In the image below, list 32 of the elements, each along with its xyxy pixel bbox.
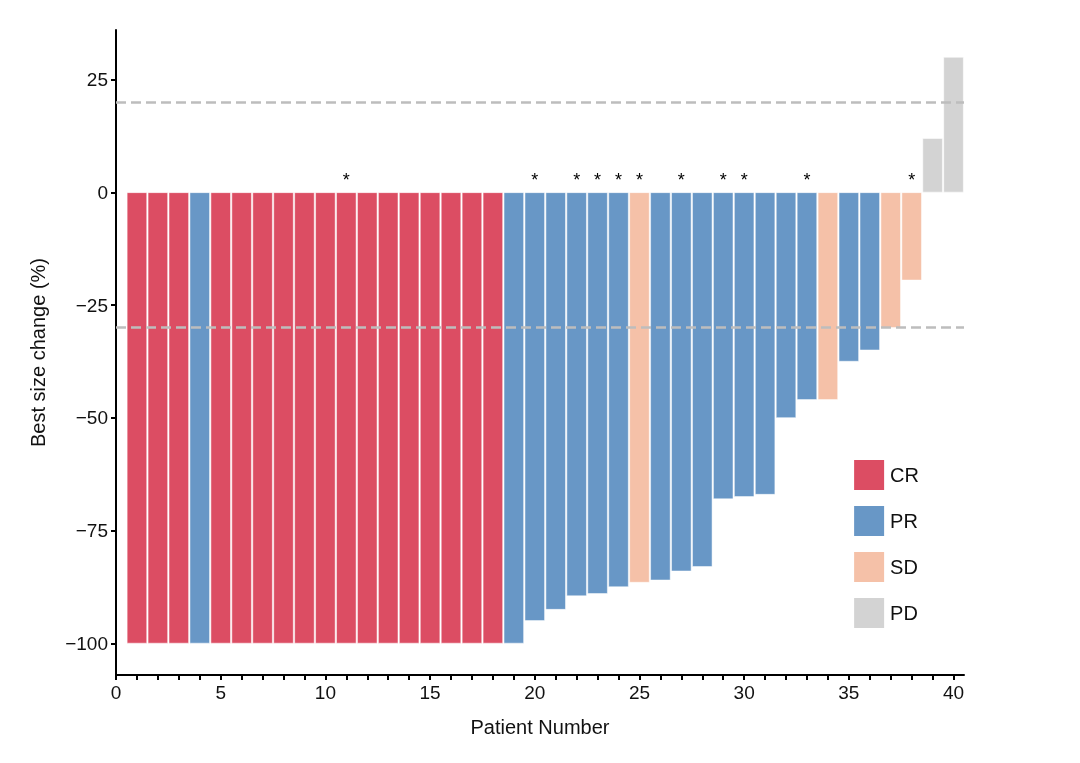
legend-label: CR bbox=[890, 464, 919, 486]
x-tick-label: 40 bbox=[942, 682, 965, 703]
x-tick-label: 0 bbox=[110, 682, 122, 703]
y-tick-label: −25 bbox=[75, 294, 108, 316]
annotation: * bbox=[594, 170, 602, 191]
annotation: * bbox=[719, 170, 727, 191]
legend-label: PD bbox=[890, 602, 918, 624]
annotation: * bbox=[615, 170, 623, 191]
y-tick-label: −75 bbox=[75, 520, 108, 542]
annotation: * bbox=[635, 170, 643, 191]
x-tick-label: 20 bbox=[524, 682, 546, 703]
x-tick-label: 25 bbox=[628, 682, 651, 703]
y-tick-label: −50 bbox=[75, 407, 108, 429]
legend-label: PR bbox=[890, 510, 918, 532]
x-tick-label: 35 bbox=[838, 682, 860, 703]
annotation: * bbox=[908, 170, 916, 191]
annotation: * bbox=[740, 170, 748, 191]
y-tick-label: 25 bbox=[86, 69, 108, 91]
legend-label: SD bbox=[890, 556, 918, 578]
annotation: * bbox=[677, 170, 685, 191]
annotation: * bbox=[531, 170, 539, 191]
y-tick-label: 0 bbox=[97, 181, 108, 203]
annotation: * bbox=[342, 170, 350, 191]
x-tick-label: 30 bbox=[733, 682, 755, 703]
x-tick-label: 15 bbox=[419, 682, 441, 703]
y-tick-label: −100 bbox=[65, 632, 108, 654]
y-axis-title: Best size change (%) bbox=[27, 258, 49, 447]
annotation: * bbox=[803, 170, 811, 191]
x-axis-title: Patient Number bbox=[470, 716, 610, 738]
x-tick-label: 5 bbox=[215, 682, 226, 703]
x-tick-label: 10 bbox=[314, 682, 336, 703]
annotation: * bbox=[573, 170, 581, 191]
